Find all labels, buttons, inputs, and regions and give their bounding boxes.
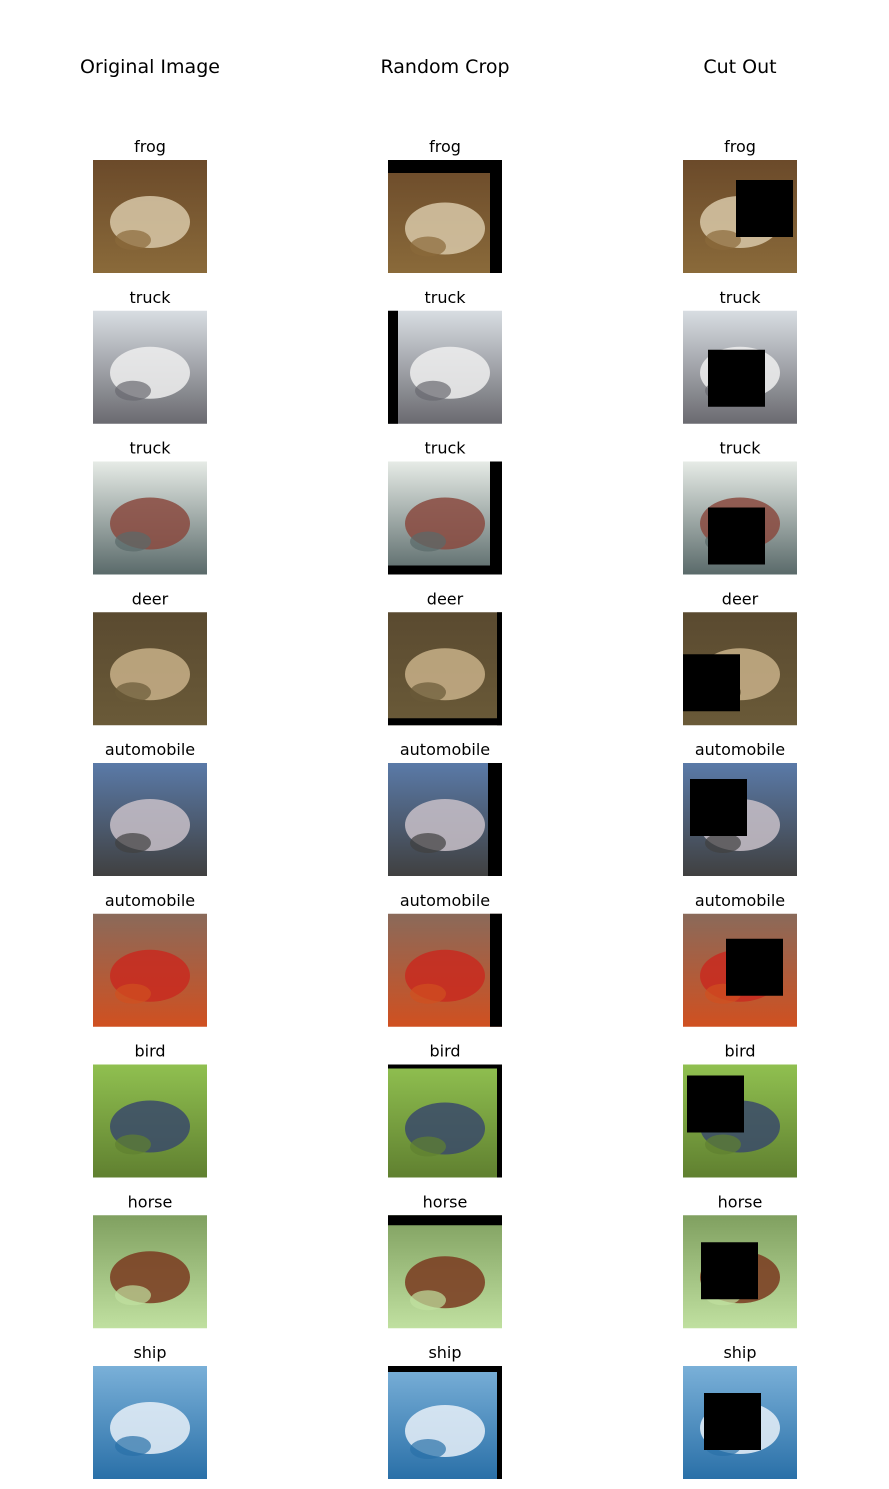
cutout [690, 779, 747, 836]
image [93, 1064, 207, 1178]
crop-border [388, 1215, 502, 1226]
image [388, 913, 502, 1027]
image [93, 1366, 207, 1479]
image [93, 612, 207, 726]
image [388, 1064, 502, 1178]
cutout [704, 1393, 761, 1450]
image-label: frog [724, 137, 756, 156]
image [683, 160, 797, 273]
crop-border [388, 565, 502, 575]
crop-border [497, 1366, 502, 1479]
image-label: automobile [400, 891, 490, 910]
cutout [708, 349, 765, 407]
image-label: ship [428, 1343, 461, 1362]
image [388, 160, 502, 273]
column-title: Cut Out [703, 56, 776, 78]
cutout [687, 1075, 744, 1133]
image-label: truck [424, 439, 466, 458]
image-label: deer [132, 589, 169, 608]
crop-border [488, 763, 502, 876]
image-label: bird [724, 1042, 755, 1061]
image-label: truck [719, 439, 761, 458]
image-label: deer [722, 589, 759, 608]
image [683, 461, 797, 575]
cutout [683, 654, 740, 712]
image-label: truck [424, 288, 466, 307]
cutout [708, 507, 765, 565]
crop-border [388, 718, 502, 726]
image [93, 763, 207, 876]
crop-border [497, 612, 502, 726]
image-label: truck [129, 439, 171, 458]
image [683, 913, 797, 1027]
image-label: deer [427, 589, 464, 608]
crop-border [490, 160, 502, 273]
image-label: bird [134, 1042, 165, 1061]
crop-border [388, 1064, 502, 1069]
image-label: automobile [695, 891, 785, 910]
column-title: Original Image [80, 56, 220, 78]
image-label: frog [134, 137, 166, 156]
image [683, 1064, 797, 1178]
image-label: automobile [105, 891, 195, 910]
image-label: ship [133, 1343, 166, 1362]
image [683, 763, 797, 876]
crop-border [490, 461, 502, 575]
image [683, 1366, 797, 1479]
crop-border [388, 310, 398, 424]
cutout [726, 938, 783, 996]
image [93, 1215, 207, 1329]
image-label: bird [429, 1042, 460, 1061]
image [388, 1215, 502, 1329]
image-label: truck [719, 288, 761, 307]
image [388, 461, 502, 575]
cutout [701, 1242, 758, 1300]
image [388, 1366, 502, 1479]
image-label: automobile [400, 740, 490, 759]
image-label: frog [429, 137, 461, 156]
image-label: automobile [105, 740, 195, 759]
image-label: horse [718, 1192, 763, 1211]
image [388, 612, 502, 726]
crop-border [490, 913, 502, 1027]
image [683, 612, 797, 726]
image-label: horse [423, 1192, 468, 1211]
image-label: automobile [695, 740, 785, 759]
image-label: horse [128, 1192, 173, 1211]
crop-border [388, 1366, 502, 1372]
image [388, 763, 502, 876]
image [683, 310, 797, 424]
image [93, 913, 207, 1027]
crop-border [497, 1064, 502, 1178]
cutout [736, 180, 793, 237]
image [388, 310, 502, 424]
image [93, 461, 207, 575]
image-label: truck [129, 288, 171, 307]
image [93, 160, 207, 273]
column-title: Random Crop [380, 56, 509, 78]
image [683, 1215, 797, 1329]
image [93, 310, 207, 424]
image-label: ship [723, 1343, 756, 1362]
crop-border [388, 160, 502, 173]
